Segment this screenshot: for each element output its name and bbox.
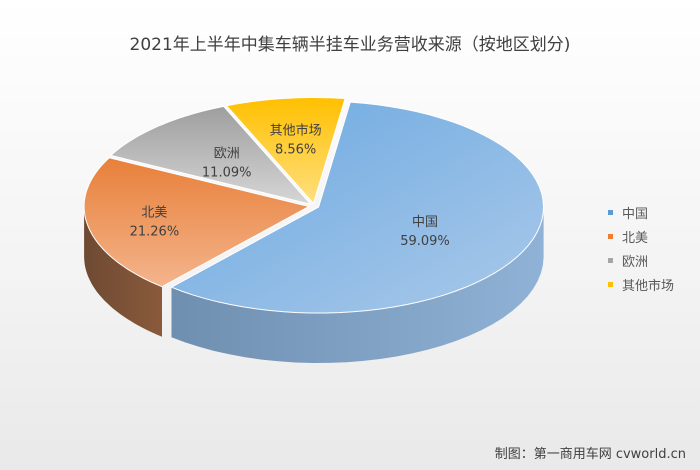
legend-swatch [608, 257, 613, 263]
legend-swatch [608, 281, 613, 287]
legend-item-north-america: 北美 [608, 224, 674, 248]
slice-side-north-america [84, 206, 162, 337]
chart-title: 2021年上半年中集车辆半挂车业务营收来源（按地区划分) [129, 35, 571, 55]
legend-label: 欧洲 [622, 254, 649, 270]
legend-item-other: 其他市场 [608, 272, 674, 296]
slice-china [170, 101, 545, 314]
legend-label: 北美 [622, 230, 649, 246]
slice-side-china [171, 207, 544, 363]
slice-north-america [83, 157, 311, 288]
credit-text: 制图：第一商用车网 cvworld.cn [494, 447, 686, 462]
slice-other [225, 97, 346, 205]
slice-label-china: 中国 [412, 215, 438, 230]
slice-label-europe: 欧洲 [214, 146, 240, 161]
slice-value-north-america: 21.26% [130, 225, 180, 240]
slice-label-other: 其他市场 [270, 122, 322, 138]
legend: 中国 北美 欧洲 其他市场 [608, 200, 674, 296]
slice-europe [109, 105, 313, 206]
slice-value-europe: 11.09% [202, 165, 252, 180]
legend-item-china: 中国 [608, 200, 674, 224]
slice-label-north-america: 北美 [141, 206, 167, 221]
legend-item-europe: 欧洲 [608, 248, 674, 272]
slice-value-china: 59.09% [400, 234, 450, 249]
legend-label: 中国 [622, 206, 649, 222]
legend-swatch [608, 233, 613, 239]
legend-swatch [608, 209, 613, 215]
legend-label: 其他市场 [622, 278, 675, 294]
slice-value-other: 8.56% [275, 142, 316, 157]
